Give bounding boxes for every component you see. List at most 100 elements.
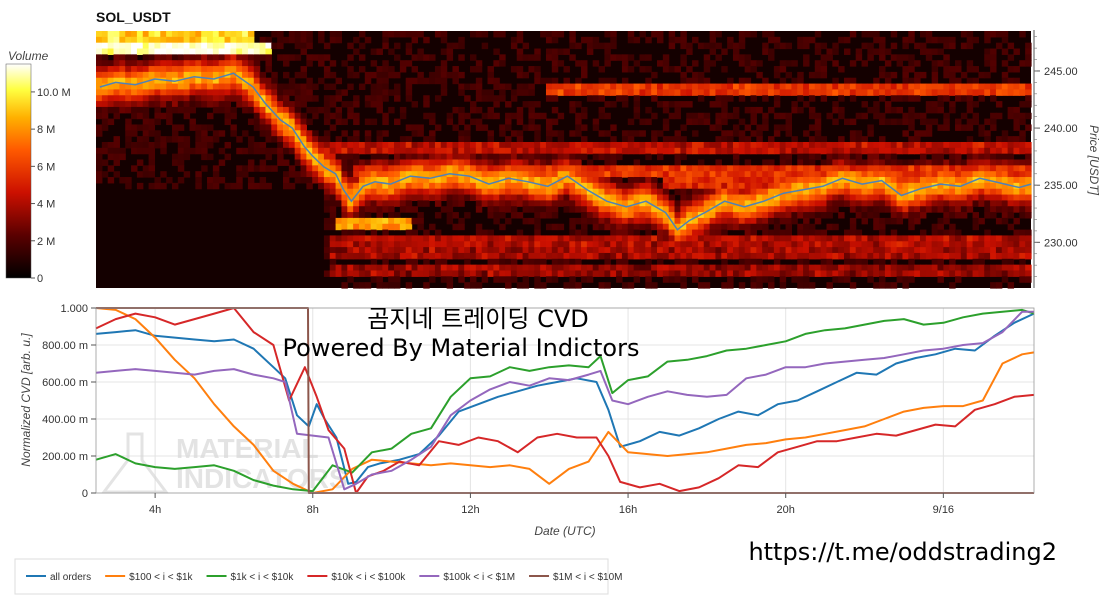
heatmap-cell — [125, 66, 132, 73]
heatmap-cell — [832, 177, 839, 184]
heatmap-cell — [382, 264, 389, 272]
heatmap-cell — [212, 95, 220, 102]
heatmap-cell — [914, 89, 921, 96]
heatmap-cell — [1013, 194, 1020, 201]
heatmap-cell — [207, 112, 214, 120]
heatmap-cell — [101, 48, 109, 55]
heatmap-cell — [195, 66, 202, 73]
heatmap-cell — [364, 264, 372, 272]
heatmap-cell — [902, 118, 909, 126]
heatmap-cell — [283, 124, 290, 131]
heatmap-cell — [329, 200, 337, 207]
heatmap-cell — [540, 200, 547, 207]
heatmap-cell — [738, 42, 746, 50]
heatmap-cell — [236, 165, 243, 172]
heatmap-cell — [335, 270, 343, 277]
heatmap-cell — [493, 194, 500, 201]
heatmap-cell — [838, 159, 845, 166]
heatmap-cell — [931, 60, 939, 67]
heatmap-cell — [329, 177, 337, 184]
heatmap-cell — [470, 270, 477, 277]
heatmap-cell — [341, 101, 348, 108]
heatmap-cell — [651, 136, 658, 143]
heatmap-cell — [429, 276, 436, 283]
heatmap-cell — [259, 48, 267, 55]
heatmap-cell — [458, 276, 465, 283]
heatmap-cell — [709, 36, 717, 44]
heatmap-cell — [1001, 89, 1009, 96]
heatmap-cell — [633, 177, 641, 184]
heatmap-cell — [832, 147, 839, 155]
heatmap-cell — [616, 223, 623, 231]
heatmap-cell — [329, 159, 337, 166]
heatmap-cell — [136, 83, 144, 91]
heatmap-cell — [364, 188, 372, 196]
heatmap-cell — [388, 212, 395, 219]
heatmap-cell — [732, 212, 740, 219]
heatmap-cell — [873, 258, 880, 266]
heatmap-cell — [879, 258, 886, 266]
heatmap-cell — [873, 182, 880, 190]
heatmap-cell — [908, 112, 915, 120]
heatmap-cell — [972, 235, 979, 242]
heatmap-cell — [890, 165, 898, 172]
heatmap-cell — [668, 212, 676, 219]
heatmap-cell — [510, 258, 518, 266]
heatmap-cell — [890, 264, 898, 272]
heatmap-cell — [844, 235, 851, 242]
heatmap-cell — [376, 171, 383, 178]
heatmap-cell — [101, 147, 109, 155]
heatmap-cell — [353, 252, 360, 260]
heatmap-cell — [598, 83, 605, 91]
heatmap-cell — [902, 241, 909, 248]
heatmap-cell — [674, 200, 681, 207]
heatmap-cell — [598, 77, 605, 85]
heatmap-cell — [914, 206, 921, 213]
heatmap-cell — [884, 217, 892, 225]
heatmap-cell — [662, 124, 670, 131]
heatmap-cell — [446, 206, 454, 213]
heatmap-cell — [732, 48, 740, 55]
heatmap-cell — [919, 264, 927, 272]
heatmap-cell — [662, 276, 670, 283]
heatmap-cell — [727, 83, 734, 91]
heatmap-cell — [621, 77, 629, 85]
heatmap-cell — [107, 77, 115, 85]
heatmap-cell — [119, 60, 126, 67]
heatmap-cell — [382, 71, 389, 79]
heatmap-cell — [417, 252, 424, 260]
heatmap-cell — [171, 159, 179, 166]
heatmap-cell — [405, 182, 413, 190]
telegram-url[interactable]: https://t.me/oddstrading2 — [748, 538, 1057, 566]
heatmap-cell — [657, 147, 664, 155]
heatmap-cell — [668, 247, 676, 254]
heatmap-cell — [131, 42, 138, 50]
heatmap-cell — [177, 101, 185, 108]
heatmap-cell — [534, 124, 541, 131]
heatmap-cell — [925, 194, 933, 201]
heatmap-cell — [814, 60, 822, 67]
heatmap-cell — [732, 130, 740, 137]
heatmap-cell — [779, 159, 787, 166]
heatmap-cell — [732, 223, 740, 231]
heatmap-cell — [107, 60, 115, 67]
heatmap-cell — [750, 188, 757, 196]
heatmap-cell — [452, 223, 459, 231]
heatmap-cell — [411, 264, 418, 272]
heatmap-cell — [107, 101, 115, 108]
heatmap-cell — [306, 159, 313, 166]
heatmap-cell — [142, 54, 150, 61]
heatmap-cell — [1013, 159, 1020, 166]
heatmap-cell — [943, 241, 950, 248]
heatmap-cell — [353, 118, 360, 126]
heatmap-cell — [388, 264, 395, 272]
heatmap-cell — [306, 165, 313, 172]
heatmap-cell — [335, 252, 343, 260]
heatmap-cell — [984, 241, 991, 248]
heatmap-cell — [364, 147, 372, 155]
heatmap-cell — [411, 182, 418, 190]
heatmap-cell — [259, 177, 267, 184]
heatmap-cell — [592, 212, 600, 219]
heatmap-cell — [481, 235, 489, 242]
heatmap-cell — [972, 194, 979, 201]
